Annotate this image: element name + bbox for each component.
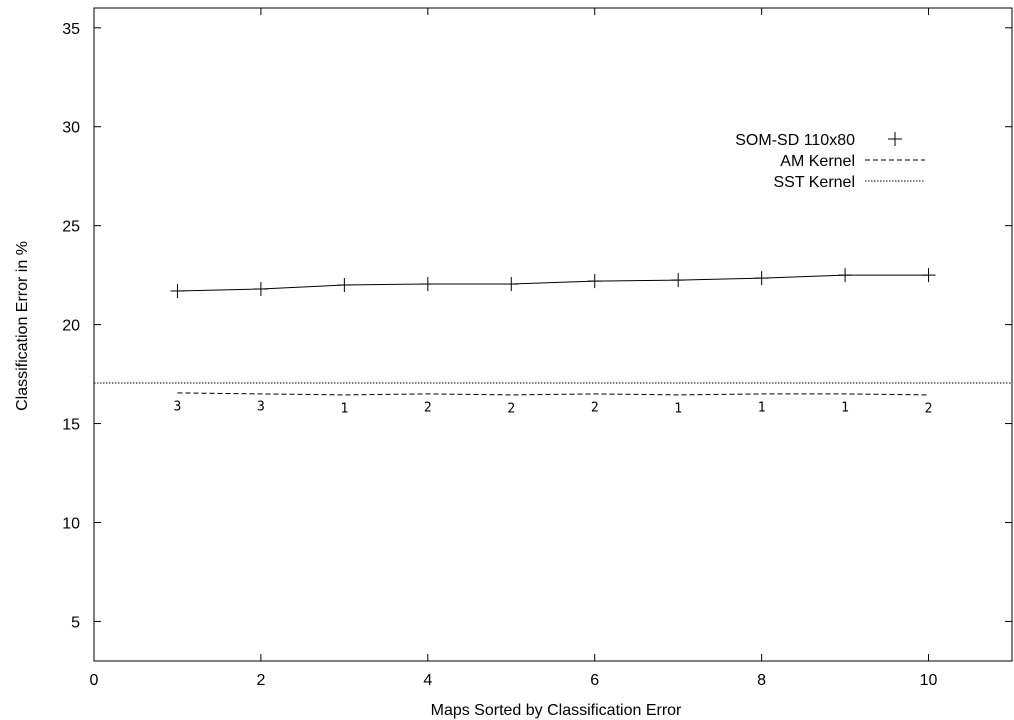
series-point <box>671 273 686 288</box>
y-tick-label: 5 <box>71 614 80 631</box>
y-tick-label: 10 <box>62 515 80 532</box>
annotation-label: 1 <box>841 401 849 416</box>
annotation-label: 2 <box>925 402 933 417</box>
y-axis: 5 10 15 20 25 30 35 <box>62 21 1012 631</box>
y-tick-label: 20 <box>62 318 80 335</box>
x-axis: 0 2 4 6 8 10 <box>90 8 938 689</box>
annotation-label: 1 <box>340 402 348 417</box>
x-tick-label: 10 <box>920 672 938 689</box>
plot-border <box>93 7 1013 662</box>
y-axis-title: Classification Error in % <box>14 241 31 411</box>
y-tick-label: 30 <box>62 120 80 137</box>
y-tick-label: 15 <box>62 417 80 434</box>
x-tick-label: 0 <box>90 672 99 689</box>
annotation-label: 3 <box>174 400 182 415</box>
series-point <box>838 268 853 283</box>
x-tick-label: 8 <box>757 672 766 689</box>
y-tick-label: 25 <box>62 219 80 236</box>
legend-label: SST Kernel <box>773 174 855 191</box>
series-point <box>921 268 936 283</box>
legend: SOM-SD 110x80 AM Kernel SST Kernel <box>735 132 925 191</box>
annotation-label: 1 <box>758 401 766 416</box>
x-axis-title: Maps Sorted by Classification Error <box>431 702 682 719</box>
x-tick-label: 2 <box>256 672 265 689</box>
series-line <box>177 274 929 292</box>
legend-label: AM Kernel <box>780 153 855 170</box>
annotation-label: 3 <box>257 400 265 415</box>
legend-label: SOM-SD 110x80 <box>735 132 855 149</box>
series-point <box>337 278 352 293</box>
y-tick-label: 35 <box>62 21 80 38</box>
annotation-layer: 3 3 1 2 2 2 1 1 1 2 <box>174 400 933 417</box>
series-line <box>177 392 929 396</box>
series-layer <box>94 268 1012 396</box>
plot-frame <box>93 7 1013 662</box>
annotation-label: 2 <box>424 401 432 416</box>
x-tick-label: 6 <box>590 672 599 689</box>
annotation-label: 2 <box>507 402 515 417</box>
series-point <box>170 283 185 298</box>
series-point <box>504 277 519 292</box>
series-point <box>587 274 602 289</box>
annotation-label: 1 <box>674 402 682 417</box>
annotation-label: 2 <box>591 401 599 416</box>
x-tick-label: 4 <box>423 672 432 689</box>
series-point <box>253 281 268 296</box>
series-point <box>754 271 769 286</box>
series-point <box>420 277 435 292</box>
